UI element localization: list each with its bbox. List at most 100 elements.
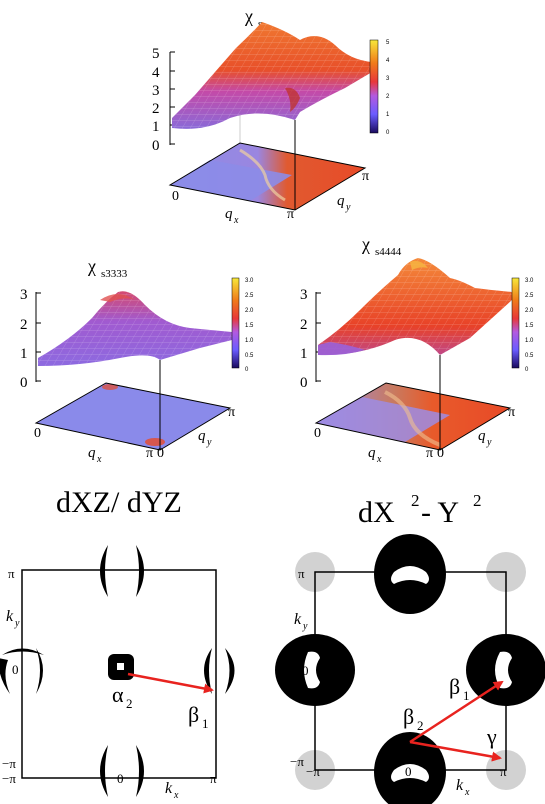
- crescent-bottom-right: [136, 745, 144, 797]
- dx2-title-main: dX: [358, 496, 395, 529]
- gamma-label: γ: [486, 724, 497, 749]
- chi-s3333-x-label-sub: x: [96, 454, 102, 465]
- chi-s4444-y-tick-0: 0: [437, 446, 444, 461]
- dx2-y2-title: dX 2 - Y 2: [358, 491, 482, 529]
- fermi-left-y-tick-pi: π: [8, 566, 15, 581]
- crescent-top-right: [136, 545, 144, 597]
- chi-s4444-cb-tick: 0.5: [525, 353, 534, 359]
- chi-s4444-cb-tick: 1.5: [525, 323, 534, 329]
- chi-s3333-title: χ: [87, 256, 96, 276]
- chi-s3333-z-tick-1: 1: [20, 346, 28, 362]
- nesting-arrow-beta: [409, 680, 504, 744]
- chi-s4444-x-tick-0: 0: [314, 426, 321, 441]
- chi-s4444-y-label-sub: y: [486, 437, 492, 448]
- crescent-left-inner: [36, 648, 43, 694]
- fermi-left-ky-sub: y: [14, 618, 20, 629]
- chi-s3333-plot: χ s3333 3 2 1 0 0 π 0 q x π q y 3.0 2.5 …: [20, 256, 254, 465]
- chi-s-plot: χ s 5 4 3 2 1 0 0 π q x π q y: [152, 6, 390, 226]
- chi-s3333-colorbar: [231, 277, 240, 369]
- fermi-left-kx-label: k: [165, 780, 173, 797]
- chi-s4444-x-tick-pi: π: [426, 446, 433, 461]
- crescent-right-outer: [225, 648, 235, 694]
- fermi-right-y-tick-0: 0: [302, 663, 309, 678]
- chi-s3333-cb-tick: 1.5: [245, 323, 254, 329]
- chi-s-x-label: q: [225, 206, 233, 222]
- chi-s-y-label: q: [337, 193, 345, 209]
- dx2-title-sup1: 2: [411, 491, 420, 510]
- chi-s4444-y-tick-pi: π: [508, 405, 515, 420]
- fermi-right-ky-sub: y: [302, 621, 308, 632]
- beta2-label: β: [403, 704, 414, 729]
- chi-s3333-x-tick-pi: π: [146, 446, 153, 461]
- crescent-top-left: [100, 545, 108, 597]
- crescent-bottom-left: [100, 745, 108, 797]
- chi-s3333-cb-tick: 3.0: [245, 278, 254, 284]
- chi-s-y-label-sub: y: [345, 202, 351, 213]
- chi-s4444-cb-tick: 0: [525, 367, 529, 373]
- chi-s-z-tick-2: 2: [152, 101, 160, 117]
- chi-s-cb-2: 2: [386, 94, 390, 100]
- fermi-right-y-tick-negpi: −π: [290, 754, 304, 769]
- chi-s-z-tick-0: 0: [152, 138, 160, 154]
- chi-s-colorbar: [369, 39, 379, 134]
- beta1-label-right-sub: 1: [463, 688, 470, 703]
- chi-s3333-cb-tick: 0: [245, 367, 249, 373]
- chi-s-cb-1: 1: [386, 112, 390, 118]
- dx2-title-sup2: 2: [473, 491, 482, 510]
- fermi-right-kx-label: k: [456, 777, 464, 794]
- nesting-arrow-left: [127, 672, 214, 694]
- nesting-arrow-gamma: [409, 740, 502, 762]
- alpha2-label: α: [112, 682, 124, 707]
- chi-s-cb-0: 0: [386, 130, 390, 136]
- chi-s4444-z-tick-1: 1: [300, 346, 308, 362]
- chi-s-title: χ: [244, 6, 253, 26]
- chi-s3333-z-tick-2: 2: [20, 317, 28, 333]
- fermi-left-x-tick-0: 0: [117, 771, 124, 786]
- chi-s4444-z-tick-2: 2: [300, 317, 308, 333]
- beta1-label-sub: 1: [202, 716, 209, 731]
- chi-s4444-z-tick-0: 0: [300, 375, 308, 391]
- fermi-left-y-tick-0: 0: [12, 662, 19, 677]
- chi-s-z-tick-5: 5: [152, 46, 160, 62]
- dxz-dyz-title: dXZ/ dYZ: [56, 486, 182, 519]
- chi-s-x-tick-pi: π: [287, 207, 294, 222]
- chi-s4444-x-label: q: [368, 445, 376, 461]
- crescent-right-inner: [204, 648, 212, 694]
- fermi-left-frame: [21, 569, 217, 779]
- chi-s4444-title-sub: s4444: [375, 246, 402, 258]
- chi-s-cb-4: 4: [386, 58, 390, 64]
- chi-s3333-cb-tick: 0.5: [245, 353, 254, 359]
- chi-s4444-cb-tick: 2.5: [525, 293, 534, 299]
- chi-s3333-x-tick-0: 0: [34, 426, 41, 441]
- alpha2-label-sub: 2: [126, 696, 133, 711]
- chi-s-cb-5: 5: [386, 40, 390, 46]
- chi-s4444-y-label: q: [478, 428, 486, 444]
- chi-s3333-y-label-sub: y: [206, 437, 212, 448]
- chi-s-z-tick-1: 1: [152, 119, 160, 135]
- chi-s3333-y-tick-pi: π: [228, 405, 235, 420]
- fermi-left-y-tick-negpi: −π: [2, 756, 16, 771]
- chi-s4444-plot: χ s4444 3 2 1 0 0 π 0 q x π q y 3.0 2.5 …: [300, 234, 534, 465]
- chi-s4444-colorbar: [511, 277, 520, 369]
- chi-s3333-y-tick-0: 0: [157, 446, 164, 461]
- chi-s3333-cb-tick: 2.0: [245, 308, 254, 314]
- fermi-right-x-tick-negpi: −π: [306, 764, 320, 779]
- chi-s-cb-3: 3: [386, 76, 390, 82]
- chi-s-y-tick-pi: π: [362, 169, 369, 184]
- chi-s3333-y-label: q: [198, 428, 206, 444]
- beta2-label-sub: 2: [417, 718, 424, 733]
- chi-s4444-cb-tick: 3.0: [525, 278, 534, 284]
- chi-s4444-cb-tick: 1.0: [525, 338, 534, 344]
- fermi-right: β 1 β 2 γ π 0 −π −π 0 π k y k x: [275, 534, 545, 804]
- chi-s3333-cb-tick: 1.0: [245, 338, 254, 344]
- beta1-label: β: [188, 702, 199, 727]
- fermi-left-x-tick-pi: π: [210, 771, 217, 786]
- fermi-right-kx-sub: x: [464, 787, 470, 798]
- fermi-right-y-tick-pi: π: [298, 566, 305, 581]
- chi-s4444-cb-tick: 2.0: [525, 308, 534, 314]
- fermi-left-kx-sub: x: [173, 790, 179, 801]
- crescent-left-outer: [0, 658, 10, 694]
- chi-s4444-z-tick-3: 3: [300, 287, 308, 303]
- chi-s-x-tick-0: 0: [172, 189, 179, 204]
- beta1-label-right: β: [449, 674, 460, 699]
